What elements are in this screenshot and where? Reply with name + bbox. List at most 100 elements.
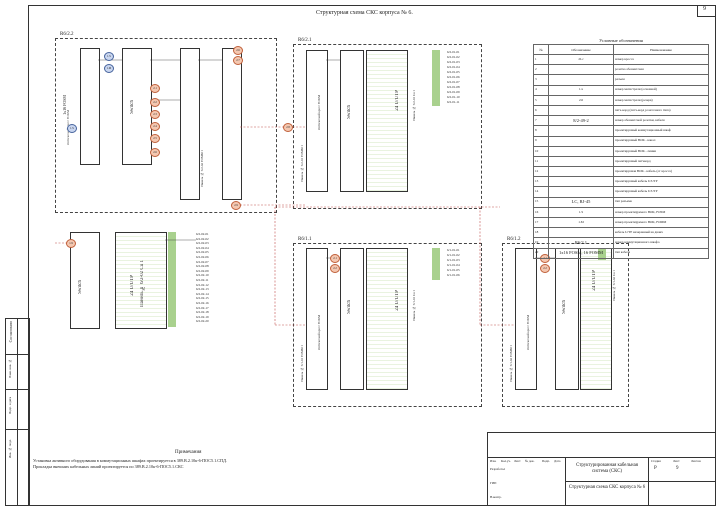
legend-row: 5 2.6 номер магистрали (резерв) [533,94,709,106]
legend-row: 17 1.M номер проектируемого ВОК, FOMM [533,216,709,229]
port: 6/2-02-19 [196,314,209,319]
legend-row: 7 8/2-49-2 номер абонентской розетки, кабе… [533,115,709,127]
port: 6/1-01-05 [447,268,460,272]
cable-badge-icon: 2.7 [233,56,243,65]
tb-role-gip: ГИП [490,481,497,485]
r62-2-ports: 6/2-02-01 6/2-02-02 6/2-02-03 6/2-02-04 … [196,232,226,324]
cabinet-r6-1-1-label: R6/1.1 [298,237,312,242]
r62-1-ports: 6/2-01-01 6/2-01-02 6/2-01-03 6/2-01-04 … [447,50,475,105]
cable-badge-icon: 2.3 [150,110,160,119]
r61-1-switch [340,248,364,390]
tb-label-izm: Изм. [490,459,497,463]
r62-1-panel-green [432,50,440,106]
cabinet-r6-2-2-label: R6/2.2 [60,32,74,37]
page-number-box [697,5,716,17]
port: 6/2-02-09 [196,268,209,273]
port: 6/2-01-08 [447,85,460,89]
port: 6/2-02-05 [196,250,209,255]
r62-1-fo-panel [306,50,328,192]
legend-row: 3 разъем [533,74,709,86]
r61-1-cu-panel [366,248,408,390]
tb-project: Структурированная кабельная система (СКС… [576,463,638,474]
legend-row: 10 проектируемый ВОК - линия [533,145,709,157]
r62-1-cu-panel [366,50,408,192]
port: 6/2-02-01 [196,232,209,236]
port: 6/1-01-02 [447,253,460,257]
legend-row: 13 проектируемый кабель U/UTP [533,176,709,188]
r61-1-panel-green [432,248,440,280]
tb-stage: Р [654,466,657,471]
r62-2-cu-panel [115,232,167,329]
port: 6/2-02-20 [196,319,209,324]
port: 6/2-01-09 [447,90,460,94]
port: 6/2-02-02 [196,236,209,241]
port: 6/2-02-04 [196,245,209,250]
cabinet-r6-1-2-label: R6/1.2 [507,237,521,242]
r61-2-cu-panel [580,248,612,390]
cable-badge-icon: 1.9 [66,239,76,248]
tb-col-sheet: Лист [673,459,680,463]
tb-role-nkontr: Н.контр. [490,495,502,499]
legend-row: 14 проектируемый кабель U/UTP [533,186,709,198]
legend-row: 12 проектируемая ВОК - кабель (от кросса) [533,166,709,178]
legend-row: 1 2Lc номер кросса [533,53,709,66]
port: 6/2-02-12 [196,282,209,287]
legend-row: 19 R6/2.1 номер коммутационного шкафа [533,237,709,249]
port: 6/1-01-04 [447,263,460,267]
port: 6/1-01-03 [447,258,460,262]
notes-line-2: Прокладка внешних кабельных линий проект… [33,464,184,469]
legend-row: 15 LC, RJ-45 тип разъема [533,196,709,208]
tb-label-data: Дата [554,459,561,463]
r62-2-fo-panel [80,48,100,165]
legend-col-sym: Обозначение [548,44,614,55]
port: 6/2-02-15 [196,296,209,301]
port: 6/2-02-10 [196,273,209,278]
legend-col-num: № [533,44,549,55]
tb-label-doc: № док. [525,459,535,463]
tb-col-stage: Стадия [651,459,661,463]
page-number: 9 [703,6,706,12]
r62-1-switch [340,50,364,192]
port: 6/2-02-07 [196,259,209,264]
fo-badge-icon: 1.S [67,124,77,133]
r61-2-fo-panel [515,248,537,390]
port: 6/2-02-03 [196,241,209,246]
cable-badge-icon: 2.1 [330,254,340,263]
title-block: Изм. Кол.уч. Лист № док. Подп. Дата Разр… [487,432,716,506]
cable-badge-icon: 2.6 [150,148,160,157]
port: 6/2-02-16 [196,300,209,305]
port: 6/2-02-11 [196,277,209,282]
sheet-title: Структурная схема СКС корпуса № 6. [316,10,413,16]
tb-role-razrab: Разработал [490,467,506,471]
left-stamp: Инв. № подл. Подп. и дата Взам. инв. № С… [5,318,30,506]
r62-2-panel-green [168,232,176,327]
cabinet-r6-2-2 [55,38,277,213]
r62-2-fo-panel-b [180,48,200,200]
port: 6/1-01-01 [447,248,460,252]
tb-col-sheets: Листов [691,459,701,463]
tb-label-kol: Кол.уч. [501,459,511,463]
port: 6/2-02-18 [196,310,209,315]
legend-row: 11 проектируемый патчкорд [533,155,709,168]
legend: Условные обозначения № Обозначение Наиме… [533,38,709,259]
port: 6/2-02-14 [196,291,209,296]
port: 6/1-01-06 [447,273,460,277]
legend-table: № Обозначение Наименование 1 2Lc номер кро… [533,44,709,259]
port: 6/2-01-01 [447,50,460,54]
legend-row: 4 1.x номер магистрали (основной) [533,84,709,96]
port: 6/2-01-10 [447,95,460,99]
notes-line-1: Установка активного оборудования в комму… [33,458,228,463]
port: 6/2-01-03 [447,60,460,64]
port: 6/2-02-13 [196,287,209,292]
port: 6/2-01-05 [447,70,460,74]
r62-2-fo-panel-c [222,48,242,200]
port: 6/2-01-11 [447,100,460,104]
legend-row: 6 патч-корд (патч-корд розеточного типа) [533,104,709,117]
cable-badge-icon: 2.1 [150,84,160,93]
sheet-frame [28,5,716,506]
port: 6/2-01-02 [447,55,460,59]
cable-badge-icon: 2.2 [540,264,550,273]
fo-badge-icon: 1.S [104,52,114,61]
legend-row: 18 кабель U/TP неэкранный на двоих [533,227,709,239]
port: 6/2-01-04 [447,65,460,69]
